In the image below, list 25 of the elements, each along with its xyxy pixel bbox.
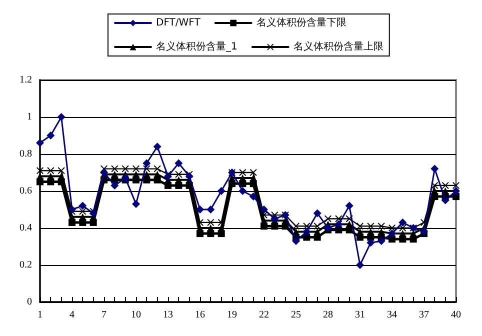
x-tick-label: 16: [195, 310, 205, 320]
legend-label: 名义体积份含量上限: [293, 40, 384, 52]
x-tick-label: 37: [419, 310, 429, 320]
x-tick-label: 31: [355, 310, 365, 320]
x-tick-label: 25: [291, 310, 301, 320]
y-tick-label: 0.8: [20, 148, 32, 160]
legend-label: DFT/WFT: [156, 18, 202, 28]
legend-label: 名义体积份含量_1: [156, 40, 238, 52]
x-tick-label: 40: [451, 310, 461, 320]
x-tick-label: 7: [102, 310, 106, 320]
x-tick-label: 13: [163, 310, 173, 320]
x-tick-label: 4: [70, 310, 74, 320]
y-tick-label: 1: [27, 112, 32, 122]
y-tick-label: 0: [27, 296, 32, 308]
y-tick-label: 0.2: [20, 260, 32, 270]
x-tick-label: 10: [131, 310, 141, 320]
x-tick-label: 34: [387, 310, 397, 320]
x-tick-label: 1: [38, 310, 42, 320]
y-tick-label: 0.6: [20, 186, 32, 196]
x-tick-label: 22: [259, 310, 269, 320]
x-tick-label: 28: [323, 310, 333, 320]
x-tick-label: 19: [227, 310, 237, 320]
y-tick-label: 1.2: [20, 74, 32, 86]
legend-label: 名义体积份含量下限: [256, 16, 346, 28]
y-tick-label: 0.4: [20, 222, 32, 234]
